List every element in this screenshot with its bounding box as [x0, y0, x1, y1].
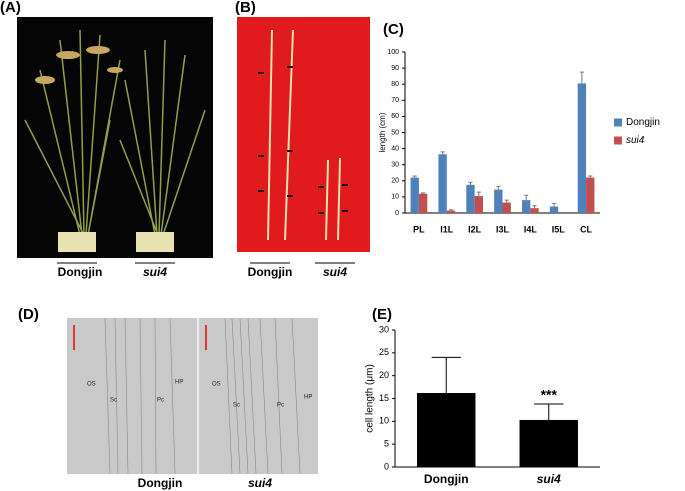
x-tick-label: I3L [496, 224, 510, 234]
error-bar [468, 181, 473, 185]
bar [549, 206, 559, 213]
error-bar [551, 202, 557, 207]
error-bar [440, 151, 445, 155]
micro-label: HP [304, 395, 312, 401]
bar [418, 193, 428, 213]
annotation: *** [541, 387, 558, 403]
bar [474, 196, 483, 213]
photo-label: sui4 [143, 265, 167, 279]
photo-label: sui4 [248, 476, 272, 490]
error-bar [524, 194, 529, 201]
bar [502, 202, 511, 213]
y-tick-label: 30 [391, 162, 399, 169]
x-tick-label: I1L [440, 224, 454, 234]
bar [466, 184, 475, 213]
y-tick-label: 50 [391, 129, 399, 136]
photo-b [237, 17, 370, 252]
photo-d [67, 317, 318, 475]
bar [410, 177, 419, 213]
y-tick-label: 10 [379, 416, 389, 426]
micro-label: Pc [157, 398, 164, 404]
y-tick-label: 10 [391, 194, 399, 201]
error-bar [431, 356, 461, 394]
error-bar [412, 175, 417, 178]
legend-swatch [614, 118, 622, 127]
bar [417, 393, 476, 467]
legend-swatch [614, 136, 622, 145]
y-tick-label: 60 [391, 113, 399, 120]
legend-label: sui4 [626, 135, 645, 146]
bar [577, 83, 587, 214]
photo-label: Dongjin [58, 265, 103, 279]
legend-label: Dongjin [626, 117, 660, 128]
panel-label: (B) [235, 0, 256, 16]
error-bar [532, 205, 537, 209]
y-tick-label: 30 [379, 324, 389, 334]
x-tick-label: sui4 [537, 472, 561, 486]
micro-label: OS [87, 382, 96, 388]
y-tick-label: 5 [384, 439, 389, 449]
error-bar [504, 199, 509, 203]
y-tick-label: 0 [395, 210, 399, 217]
error-bar [534, 403, 564, 420]
bar [530, 208, 539, 213]
y-tick-label: 80 [391, 81, 399, 88]
photo-label: Dongjin [138, 476, 183, 490]
panel-label: (A) [0, 0, 21, 16]
bar [446, 210, 456, 213]
bar [519, 419, 578, 467]
micro-label: Pc [277, 403, 284, 409]
photo-label: Dongjin [248, 265, 293, 279]
photo-a [17, 17, 213, 258]
error-bar [476, 191, 481, 197]
y-tick-label: 90 [391, 65, 399, 72]
bar [494, 189, 503, 213]
photo-label: sui4 [323, 265, 347, 279]
x-tick-label: Dongjin [424, 472, 469, 486]
error-bar [496, 185, 501, 190]
x-tick-label: CL [580, 224, 592, 234]
y-tick-label: 100 [387, 49, 399, 56]
x-tick-label: PL [413, 224, 425, 234]
bar [586, 177, 595, 213]
y-tick-label: 15 [379, 393, 389, 403]
bar [522, 200, 531, 213]
y-axis-label: cell length (μm) [365, 364, 376, 433]
x-tick-label: I4L [524, 224, 538, 234]
y-tick-label: 40 [391, 145, 399, 152]
error-bar [579, 71, 584, 84]
panel-label: (C) [383, 21, 404, 38]
bar [438, 154, 447, 213]
panel-label: (E) [372, 306, 392, 323]
error-bar [588, 175, 593, 178]
y-tick-label: 0 [384, 461, 389, 471]
y-axis-label: length (cm) [378, 112, 387, 152]
micro-label: Sc [110, 398, 117, 404]
y-tick-label: 25 [379, 347, 389, 357]
x-tick-label: I5L [552, 224, 566, 234]
x-tick-label: I2L [468, 224, 482, 234]
y-tick-label: 20 [379, 370, 389, 380]
micro-label: Sc [233, 403, 240, 409]
micro-label: HP [175, 380, 183, 386]
error-bar [448, 209, 454, 211]
panel-label: (D) [18, 306, 39, 323]
error-bar [421, 192, 426, 194]
micro-label: OS [212, 382, 221, 388]
y-tick-label: 20 [391, 178, 399, 185]
y-tick-label: 70 [391, 97, 399, 104]
